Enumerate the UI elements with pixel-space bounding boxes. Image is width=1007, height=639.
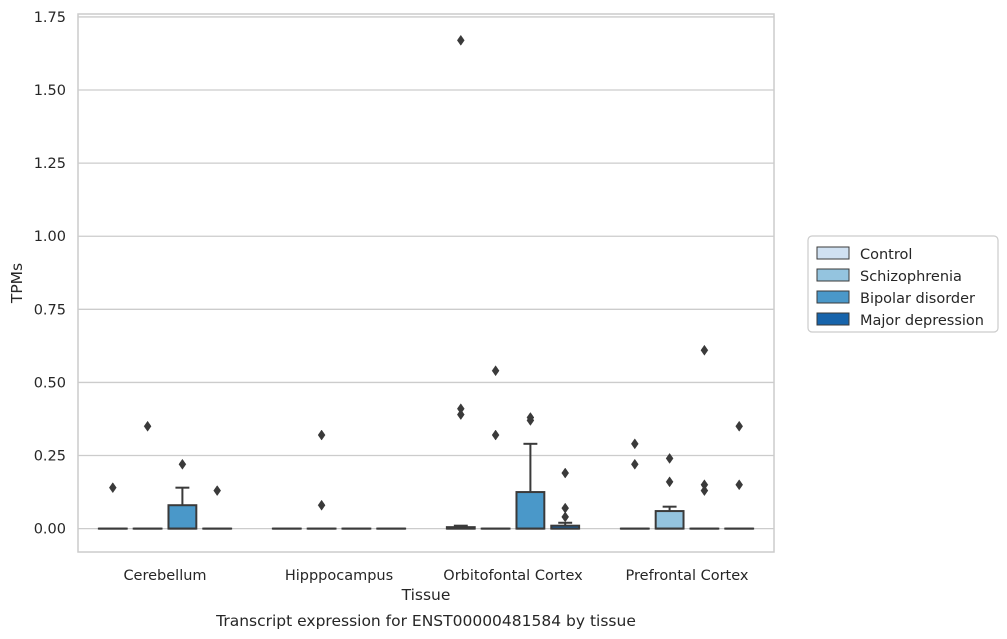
outlier-point <box>700 344 709 356</box>
x-tick-labels: Cerebellum Hipppocampus Orbitofontal Corte… <box>123 568 748 584</box>
outlier-point <box>456 403 465 415</box>
box <box>515 491 546 530</box>
outlier-point <box>526 412 535 423</box>
box-group <box>445 34 476 530</box>
box-group <box>724 420 755 530</box>
outlier-point <box>700 485 709 497</box>
y-tick-label: 0.75 <box>34 302 66 318</box>
outlier-point <box>630 438 639 450</box>
outlier-point <box>143 420 152 432</box>
box-group <box>306 429 337 530</box>
outlier-point <box>630 458 639 470</box>
outlier-point <box>735 479 744 491</box>
legend-label: Bipolar disorder <box>860 291 975 307</box>
box-group <box>132 420 163 530</box>
legend-swatch <box>816 312 850 326</box>
legend-frame <box>807 235 999 333</box>
box <box>167 504 198 530</box>
legend-swatch <box>816 268 850 282</box>
x-tick-label: Orbitofontal Cortex <box>443 568 583 584</box>
y-tick-label: 1.75 <box>34 10 66 26</box>
x-axis-label: Tissue <box>401 586 451 604</box>
chart-caption: Transcript expression for ENST0000048158… <box>215 612 636 630</box>
outlier-point <box>665 476 674 488</box>
box-group <box>619 438 650 530</box>
box-group <box>202 485 233 530</box>
y-tick-label: 1.00 <box>34 229 66 245</box>
box-group <box>167 458 198 530</box>
box-group <box>480 365 511 530</box>
legend-swatch <box>816 246 850 260</box>
legend-swatch <box>816 290 850 304</box>
y-tick-label: 1.25 <box>34 156 66 172</box>
y-tick-label: 1.50 <box>34 83 66 99</box>
plot-frame <box>77 13 775 553</box>
outlier-point <box>561 467 570 479</box>
outlier-point <box>108 482 117 494</box>
box <box>654 510 685 530</box>
box-group <box>515 412 546 530</box>
outlier-point <box>491 429 500 441</box>
outlier-point <box>665 452 674 464</box>
box-group <box>654 452 685 530</box>
y-tick-label: 0.25 <box>34 449 66 465</box>
outlier-point <box>178 458 187 470</box>
outlier-point <box>735 420 744 432</box>
box-group <box>97 482 128 530</box>
outlier-point <box>317 429 326 441</box>
x-tick-label: Hipppocampus <box>285 568 393 584</box>
box-group <box>689 344 720 530</box>
outlier-point <box>491 365 500 377</box>
outlier-point <box>456 34 465 46</box>
outlier-point <box>700 479 709 491</box>
grid-lines <box>78 16 774 530</box>
outlier-point <box>561 511 570 523</box>
x-tick-label: Prefrontal Cortex <box>626 568 749 584</box>
y-tick-labels: 0.00 0.25 0.50 0.75 1.00 1.25 1.50 1.75 <box>34 10 66 538</box>
box-plots <box>97 34 755 530</box>
outlier-point <box>456 409 465 421</box>
y-tick-label: 0.00 <box>34 522 66 538</box>
box-group <box>550 467 581 530</box>
legend-label: Control <box>860 247 912 263</box>
x-tick-label: Cerebellum <box>123 568 206 584</box>
y-tick-label: 0.50 <box>34 375 66 391</box>
legend-label: Major depression <box>860 313 984 329</box>
outlier-point <box>561 502 570 514</box>
y-axis-label: TPMs <box>8 263 26 304</box>
legend: Control Schizophrenia Bipolar disorder Majo… <box>807 235 999 333</box>
legend-label: Schizophrenia <box>860 269 962 285</box>
outlier-point <box>213 485 222 497</box>
outlier-point <box>317 499 326 511</box>
